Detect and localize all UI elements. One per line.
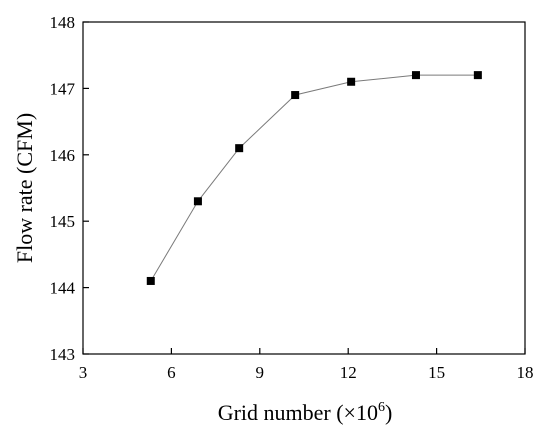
x-axis-title: Grid number (×106) (218, 400, 393, 425)
data-point (193, 197, 202, 206)
x-axis-ticks: 3 6 9 12 15 18 (79, 348, 534, 382)
plot-area: 3 6 9 12 15 18 143 144 145 146 147 148 (50, 13, 534, 382)
data-point (235, 144, 244, 153)
data-point (347, 77, 356, 86)
x-tick-label: 9 (256, 363, 265, 382)
y-tick-label: 148 (50, 13, 76, 32)
x-tick-label: 12 (340, 363, 357, 382)
x-tick-label: 18 (517, 363, 534, 382)
y-tick-label: 143 (50, 345, 76, 364)
y-tick-label: 146 (50, 146, 76, 165)
x-axis-title-main: Grid number (×10 (218, 400, 378, 425)
y-tick-label: 145 (50, 212, 76, 231)
series-line (150, 74, 478, 282)
x-axis-title-exponent: 6 (378, 400, 385, 415)
data-point (146, 276, 155, 285)
y-tick-label: 147 (50, 79, 76, 98)
y-axis-title: Flow rate (CFM) (12, 113, 37, 263)
y-axis-ticks: 143 144 145 146 147 148 (50, 13, 89, 364)
series-group (146, 71, 482, 285)
data-point (411, 71, 420, 80)
x-axis-title-suffix: ) (385, 400, 392, 425)
data-point (291, 91, 300, 100)
x-tick-label: 3 (79, 363, 88, 382)
x-tick-label: 6 (167, 363, 176, 382)
data-point (473, 71, 482, 80)
y-tick-label: 144 (50, 279, 76, 298)
plot-frame (82, 21, 526, 355)
x-tick-label: 15 (428, 363, 445, 382)
